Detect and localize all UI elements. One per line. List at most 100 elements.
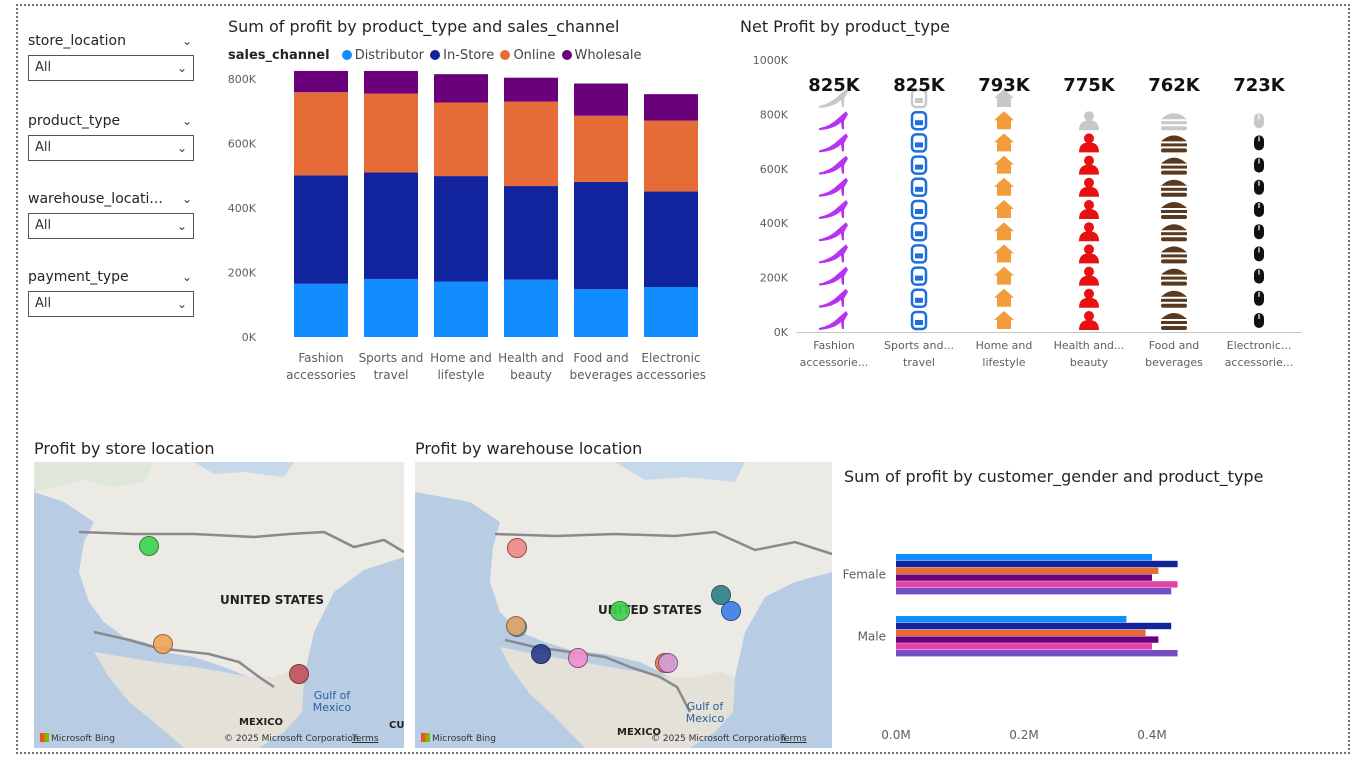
map-bubble[interactable] — [139, 536, 159, 556]
map-bubble[interactable] — [721, 601, 741, 621]
map-bubble[interactable] — [506, 616, 526, 636]
data-label: 825K — [893, 75, 946, 96]
house-icon — [994, 177, 1014, 196]
slicer-payment-type[interactable]: payment_type ⌄ All ⌄ — [28, 267, 198, 317]
bar-male[interactable] — [896, 622, 1172, 630]
map-bubble[interactable] — [507, 538, 527, 558]
bar-segment-distributor[interactable] — [364, 278, 418, 337]
map-terms-link[interactable]: Terms — [352, 734, 379, 744]
y-tick-label: 200K — [760, 272, 789, 285]
slicer-dropdown[interactable]: All ⌄ — [28, 135, 194, 161]
bar-female[interactable] — [896, 560, 1178, 568]
bar-segment-wholesale[interactable] — [434, 74, 488, 103]
stacked-column-chart[interactable]: 0K200K400K600K800KFashionaccessoriesSpor… — [222, 68, 718, 388]
map-terms-link[interactable]: Terms — [780, 734, 807, 744]
map-bubble[interactable] — [610, 601, 630, 621]
bar-segment-online[interactable] — [504, 101, 558, 187]
person-head — [1084, 244, 1094, 255]
person-head — [1084, 200, 1094, 210]
y-tick-label: Female — [843, 567, 886, 581]
bar-segment-distributor[interactable] — [644, 287, 698, 337]
mouse-icon — [1254, 290, 1264, 306]
bar-female[interactable] — [896, 588, 1172, 595]
map-country-label: UNITED STATES — [220, 593, 325, 607]
map-bubble[interactable] — [153, 634, 173, 654]
slicer-dropdown[interactable]: All ⌄ — [28, 55, 194, 81]
chevron-down-icon[interactable]: ⌄ — [181, 34, 192, 48]
bar-segment-in-store[interactable] — [504, 186, 558, 280]
bar-segment-in-store[interactable] — [364, 172, 418, 279]
backpack-icon — [910, 155, 928, 175]
x-tick-label: Sports and — [359, 351, 424, 365]
chevron-down-icon[interactable]: ⌄ — [181, 192, 192, 206]
slicer-dropdown[interactable]: All ⌄ — [28, 291, 194, 317]
bar-segment-wholesale[interactable] — [504, 77, 558, 102]
bar-segment-wholesale[interactable] — [294, 70, 348, 93]
burger-icon — [1161, 224, 1187, 231]
legend-item[interactable]: Wholesale — [574, 48, 642, 63]
bar-segment-wholesale[interactable] — [574, 83, 628, 116]
high-heel-icon — [819, 244, 848, 264]
bar-segment-in-store[interactable] — [434, 176, 488, 282]
map-bubble[interactable] — [711, 585, 731, 605]
map-bubble[interactable] — [531, 644, 551, 664]
bar-female[interactable] — [896, 581, 1178, 588]
bar-segment-distributor[interactable] — [504, 279, 558, 337]
person-head — [1084, 311, 1094, 321]
bar-segment-online[interactable] — [434, 102, 488, 177]
store-location-map[interactable]: UNITED STATES Gulf of Mexico MEXICO CUB … — [34, 462, 404, 748]
burger-bun — [1161, 259, 1187, 264]
person-icon — [1079, 253, 1099, 264]
house-icon — [994, 222, 1014, 241]
slicer-warehouse-location[interactable]: warehouse_locati... ⌄ All ⌄ — [28, 189, 198, 239]
bar-male[interactable] — [896, 616, 1127, 623]
pictorial-column-chart[interactable]: 0K 200K 400K 600K 800K 1000K 825K Fashion access… — [740, 50, 1320, 375]
backpack-icon — [910, 221, 928, 242]
bar-segment-distributor[interactable] — [434, 281, 488, 337]
chart1-title: Sum of profit by product_type and sales_… — [228, 17, 620, 36]
y-tick-label: 0K — [242, 331, 257, 344]
backpack-icon — [910, 88, 928, 109]
slicer-product-type[interactable]: product_type ⌄ All ⌄ — [28, 111, 198, 161]
burger-bun — [1161, 303, 1187, 308]
bar-segment-wholesale[interactable] — [364, 70, 418, 94]
legend-item[interactable]: Distributor — [354, 48, 425, 63]
bar-segment-in-store[interactable] — [294, 175, 348, 284]
bar-male[interactable] — [896, 650, 1178, 657]
bar-segment-in-store[interactable] — [644, 191, 698, 288]
bar-male[interactable] — [896, 629, 1146, 636]
bar-female[interactable] — [896, 554, 1152, 561]
chevron-down-icon[interactable]: ⌄ — [181, 270, 192, 284]
map-bubble[interactable] — [289, 664, 309, 684]
x-tick-label: beverages — [1145, 356, 1203, 369]
clustered-bar-chart[interactable]: Female Male 0.0M 0.2M 0.4M — [840, 540, 1240, 745]
bar-segment-online[interactable] — [294, 92, 348, 176]
bar-male[interactable] — [896, 636, 1159, 643]
mouse-icon — [1254, 113, 1264, 129]
bar-segment-distributor[interactable] — [294, 283, 348, 337]
bar-female[interactable] — [896, 567, 1159, 574]
chevron-down-icon: ⌄ — [176, 141, 187, 155]
chevron-down-icon[interactable]: ⌄ — [181, 114, 192, 128]
map-copyright: © 2025 Microsoft Corporation — [651, 734, 786, 744]
warehouse-location-map[interactable]: UNITED STATES Gulf of Mexico MEXICO Micr… — [415, 462, 832, 748]
slicer-value: All — [35, 60, 52, 75]
bar-segment-in-store[interactable] — [574, 181, 628, 290]
bar-segment-distributor[interactable] — [574, 289, 628, 337]
bar-segment-online[interactable] — [644, 120, 698, 192]
x-tick-label: Health and — [498, 351, 564, 365]
burger-icon — [1161, 246, 1187, 253]
mouse-icon — [1254, 246, 1264, 262]
map-bubble[interactable] — [568, 648, 588, 668]
slicer-dropdown[interactable]: All ⌄ — [28, 213, 194, 239]
bar-male[interactable] — [896, 643, 1152, 650]
slicer-store-location[interactable]: store_location ⌄ All ⌄ — [28, 31, 198, 81]
bar-segment-online[interactable] — [364, 93, 418, 173]
bar-segment-online[interactable] — [574, 115, 628, 182]
map-bubble[interactable] — [658, 653, 678, 673]
y-tick-label: 400K — [760, 217, 789, 230]
bar-female[interactable] — [896, 574, 1152, 581]
bar-segment-wholesale[interactable] — [644, 94, 698, 121]
legend-item[interactable]: Online — [513, 48, 556, 63]
legend-item[interactable]: In-Store — [443, 48, 495, 63]
